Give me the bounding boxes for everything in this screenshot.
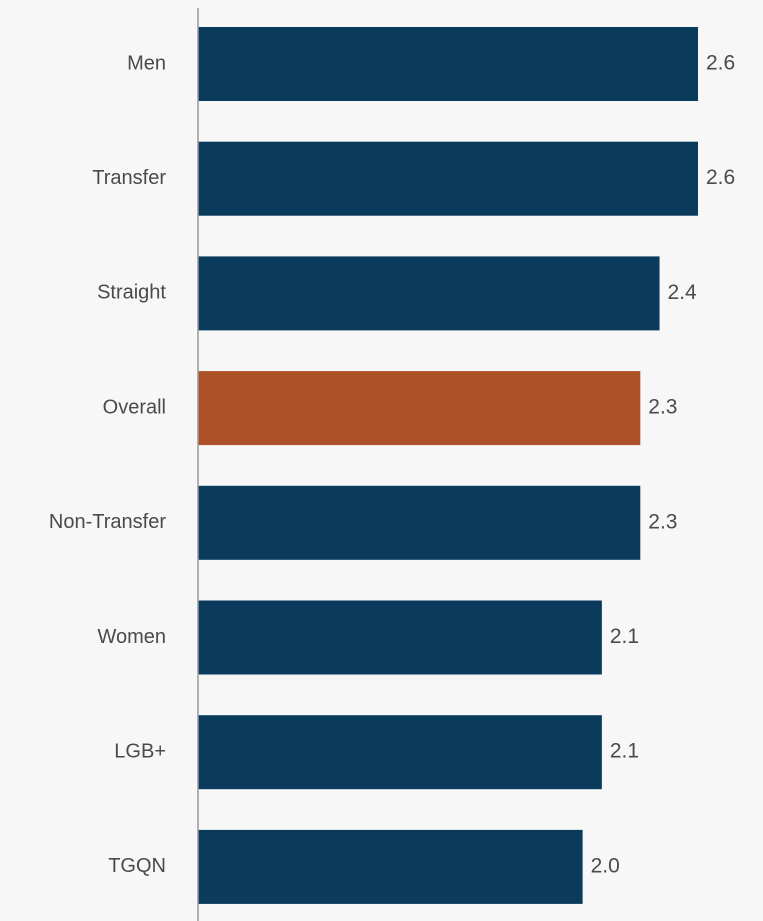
bars-layer bbox=[198, 27, 698, 904]
bar-men bbox=[198, 27, 698, 101]
value-label: 2.3 bbox=[648, 396, 677, 419]
value-label: 2.4 bbox=[668, 281, 698, 304]
category-label: Overall bbox=[103, 396, 166, 418]
category-label: Women bbox=[97, 626, 166, 648]
value-label: 2.6 bbox=[706, 52, 735, 75]
category-label: Transfer bbox=[92, 167, 166, 189]
bar-straight bbox=[198, 256, 660, 331]
labels-layer: Men 2.6 Transfer 2.6 Straight 2.4 Overall 2.3 No… bbox=[49, 52, 735, 878]
bar-transfer bbox=[198, 141, 698, 216]
value-label: 2.1 bbox=[610, 740, 639, 763]
category-label: Men bbox=[127, 52, 166, 74]
bar-overall bbox=[198, 371, 641, 446]
value-label: 2.6 bbox=[706, 166, 735, 189]
bar-women bbox=[198, 600, 602, 675]
category-label: Straight bbox=[97, 282, 166, 304]
value-label: 2.1 bbox=[610, 625, 639, 648]
bar-tgqn bbox=[198, 829, 583, 904]
category-label: Non-Transfer bbox=[49, 511, 166, 533]
category-label: LGB+ bbox=[114, 740, 166, 762]
category-label: TGQN bbox=[108, 855, 166, 877]
value-label: 2.0 bbox=[591, 854, 620, 877]
bar-lgb- bbox=[198, 715, 602, 790]
value-label: 2.3 bbox=[648, 510, 677, 533]
bar-non-transfer bbox=[198, 485, 641, 560]
